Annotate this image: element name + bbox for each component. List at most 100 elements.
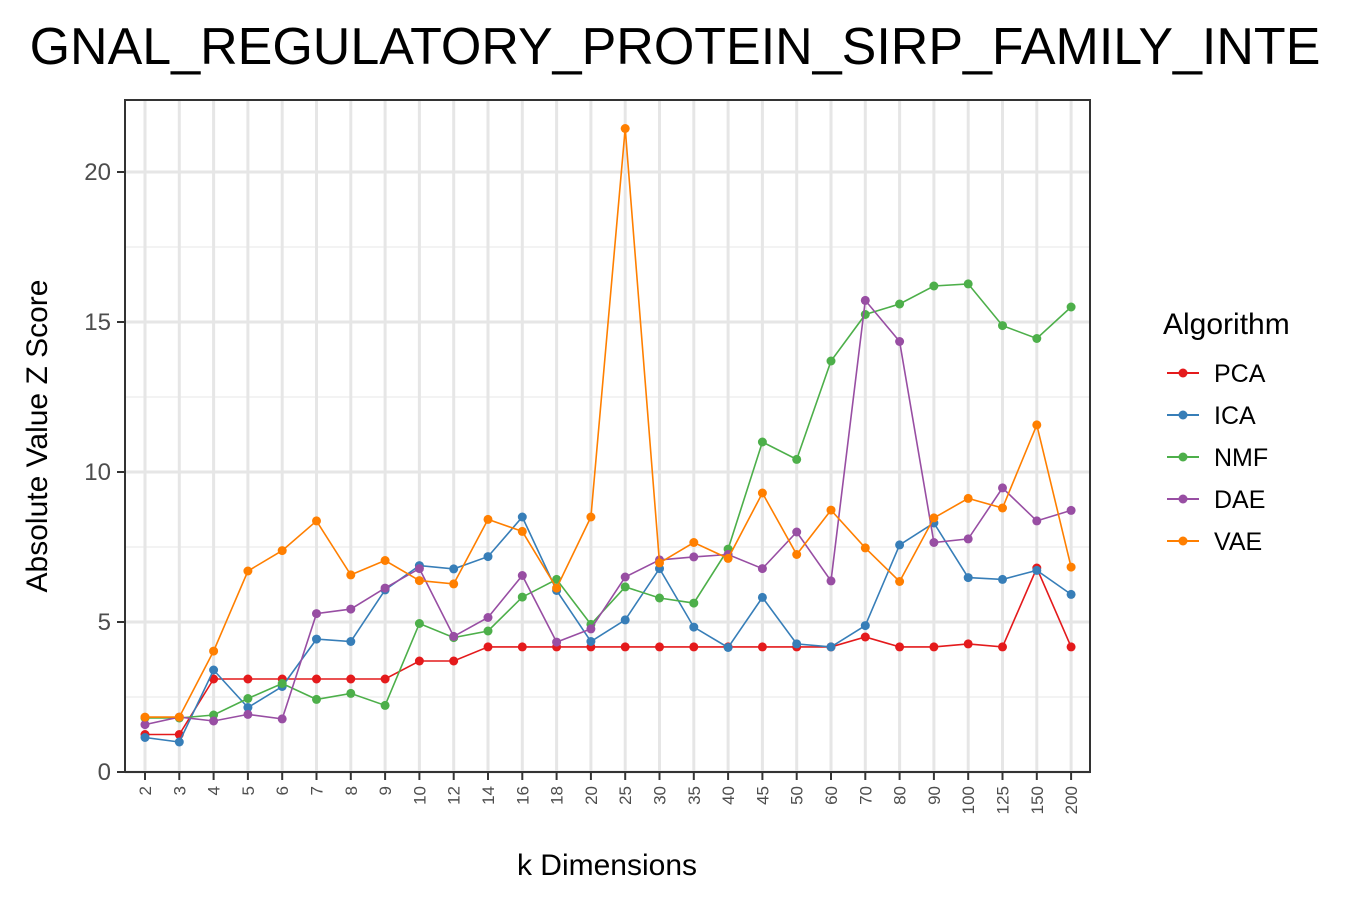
x-tick-label: 90 [925, 786, 944, 805]
data-point [174, 712, 184, 722]
series-line-ica [144, 515, 1072, 743]
y-tick-label: 20 [84, 159, 111, 186]
data-point [1066, 642, 1076, 652]
data-point [757, 437, 767, 447]
legend-item-dae: DAE [1167, 486, 1265, 514]
data-point [1032, 420, 1042, 430]
legend-title: Algorithm [1163, 308, 1290, 341]
data-point [586, 624, 596, 634]
data-point [586, 512, 596, 522]
data-point [620, 572, 630, 582]
chart-title: GNAL_REGULATORY_PROTEIN_SIRP_FAMILY_INTE [30, 18, 1321, 76]
data-point [895, 540, 905, 550]
data-point [723, 643, 733, 652]
data-point [483, 552, 493, 562]
x-tick-label: 6 [273, 786, 292, 795]
data-point [929, 513, 939, 523]
x-tick-label: 40 [719, 786, 738, 805]
x-tick-label: 70 [856, 786, 875, 805]
data-point [963, 493, 973, 503]
data-point [243, 703, 253, 712]
x-tick-label: 100 [959, 786, 978, 814]
data-point [998, 642, 1007, 652]
series-line-vae [145, 128, 1072, 718]
x-tick-label: 125 [994, 786, 1013, 814]
x-tick-label: 18 [548, 786, 567, 805]
x-tick-label: 8 [342, 786, 361, 795]
data-point [998, 483, 1007, 493]
x-tick-label: 60 [822, 786, 841, 805]
data-point [998, 321, 1007, 331]
data-point [826, 505, 836, 515]
data-point [757, 488, 767, 498]
data-point [209, 674, 219, 684]
data-point [963, 279, 973, 289]
data-point [380, 700, 390, 710]
data-point [449, 631, 459, 641]
legend-key-point [1178, 410, 1188, 420]
data-point [689, 538, 699, 547]
x-tick-label: 20 [582, 786, 601, 805]
legend: Algorithm PCA ICA NMF DAE VAE [1163, 308, 1290, 556]
data-point [243, 566, 253, 576]
data-point [209, 665, 219, 675]
data-point [517, 526, 527, 536]
data-point [792, 454, 802, 464]
data-point [723, 553, 733, 563]
data-point [174, 737, 184, 747]
data-point [312, 516, 321, 526]
data-point [312, 609, 321, 619]
data-point [414, 619, 424, 628]
data-point [895, 337, 905, 346]
series-line-nmf [145, 283, 1072, 719]
data-point [655, 642, 664, 652]
data-point [689, 552, 699, 562]
legend-item-vae: VAE [1167, 528, 1262, 556]
data-point [929, 538, 939, 547]
data-point [895, 299, 905, 309]
x-tick-label: 10 [410, 786, 429, 805]
legend-key-point [1178, 536, 1188, 546]
series-line-pca [145, 565, 1072, 736]
data-point [483, 642, 493, 652]
series-ica [140, 512, 1076, 747]
data-point [449, 579, 459, 589]
data-point [655, 558, 664, 568]
data-point [277, 679, 287, 688]
data-point [998, 503, 1007, 513]
legend-label: ICA [1214, 402, 1256, 430]
data-point [346, 570, 356, 580]
data-point [380, 556, 390, 565]
data-point [414, 564, 424, 574]
data-point [620, 615, 630, 625]
data-point [209, 646, 219, 656]
data-point [552, 583, 562, 593]
data-point [963, 573, 973, 583]
data-point [243, 694, 253, 703]
data-point [620, 124, 630, 133]
data-point [963, 534, 973, 544]
series-vae [140, 124, 1076, 722]
series-layer [140, 124, 1076, 747]
x-tick-label: 200 [1062, 786, 1081, 814]
data-point [860, 632, 870, 642]
data-point [895, 577, 905, 586]
data-point [517, 512, 527, 522]
x-tick-label: 14 [479, 786, 498, 805]
x-tick-label: 45 [753, 786, 772, 805]
x-tick-label: 16 [513, 786, 532, 805]
data-point [792, 527, 802, 537]
y-tick-label: 10 [84, 459, 111, 486]
data-point [998, 574, 1007, 584]
data-point [552, 637, 562, 647]
legend-label: NMF [1214, 444, 1268, 472]
legend-item-nmf: NMF [1167, 444, 1268, 472]
data-point [757, 564, 767, 574]
data-point [380, 674, 390, 684]
data-point [860, 310, 870, 319]
x-tick-label: 150 [1028, 786, 1047, 814]
data-point [620, 642, 630, 652]
legend-item-pca: PCA [1167, 360, 1266, 388]
data-point [346, 604, 356, 614]
